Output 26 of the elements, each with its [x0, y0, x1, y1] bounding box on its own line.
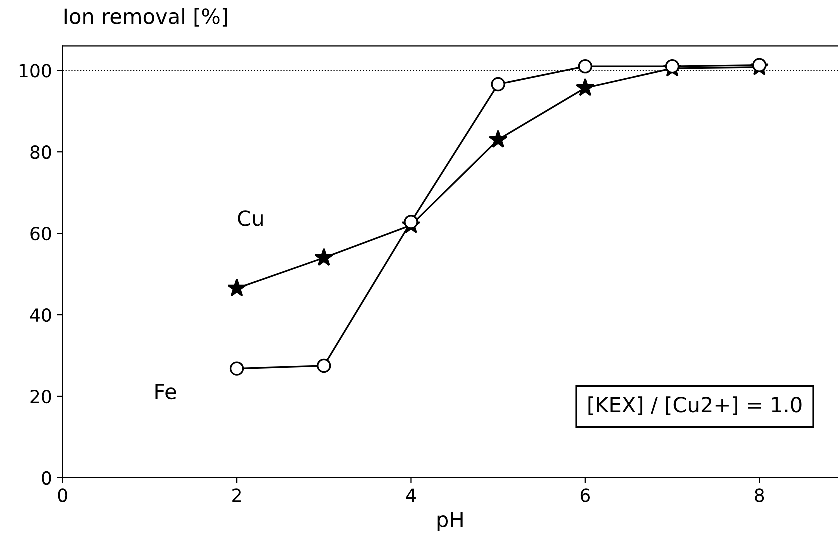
- y-tick-label: 40: [30, 308, 52, 322]
- y-tick-label: 80: [30, 146, 52, 160]
- x-tick-label: 2: [232, 488, 241, 502]
- y-tick-label: 20: [30, 390, 52, 404]
- x-tick-label: 4: [406, 488, 416, 502]
- point: [576, 78, 595, 96]
- point: [665, 59, 680, 74]
- y-tick-label: 60: [30, 227, 52, 241]
- point: [228, 278, 246, 297]
- point: [488, 130, 508, 148]
- point: [314, 248, 334, 266]
- point: [578, 59, 593, 74]
- y-axis-title: Ion removal [%]: [64, 8, 228, 27]
- point: [404, 215, 418, 230]
- point: [491, 77, 506, 92]
- y-tick-label: 100: [20, 64, 52, 78]
- x-tick-label: 0: [58, 488, 68, 502]
- text: Cu: [238, 210, 263, 226]
- x-tick-label: 8: [755, 488, 764, 502]
- annotation: [KEX] / [Cu2+] = 1.0: [588, 396, 802, 416]
- text: Fe: [156, 384, 176, 400]
- y-tick-label: 0: [42, 471, 52, 486]
- x-tick-label: 6: [580, 488, 590, 502]
- point: [317, 358, 332, 374]
- x-axis-title: pH: [438, 512, 463, 532]
- point: [230, 362, 244, 376]
